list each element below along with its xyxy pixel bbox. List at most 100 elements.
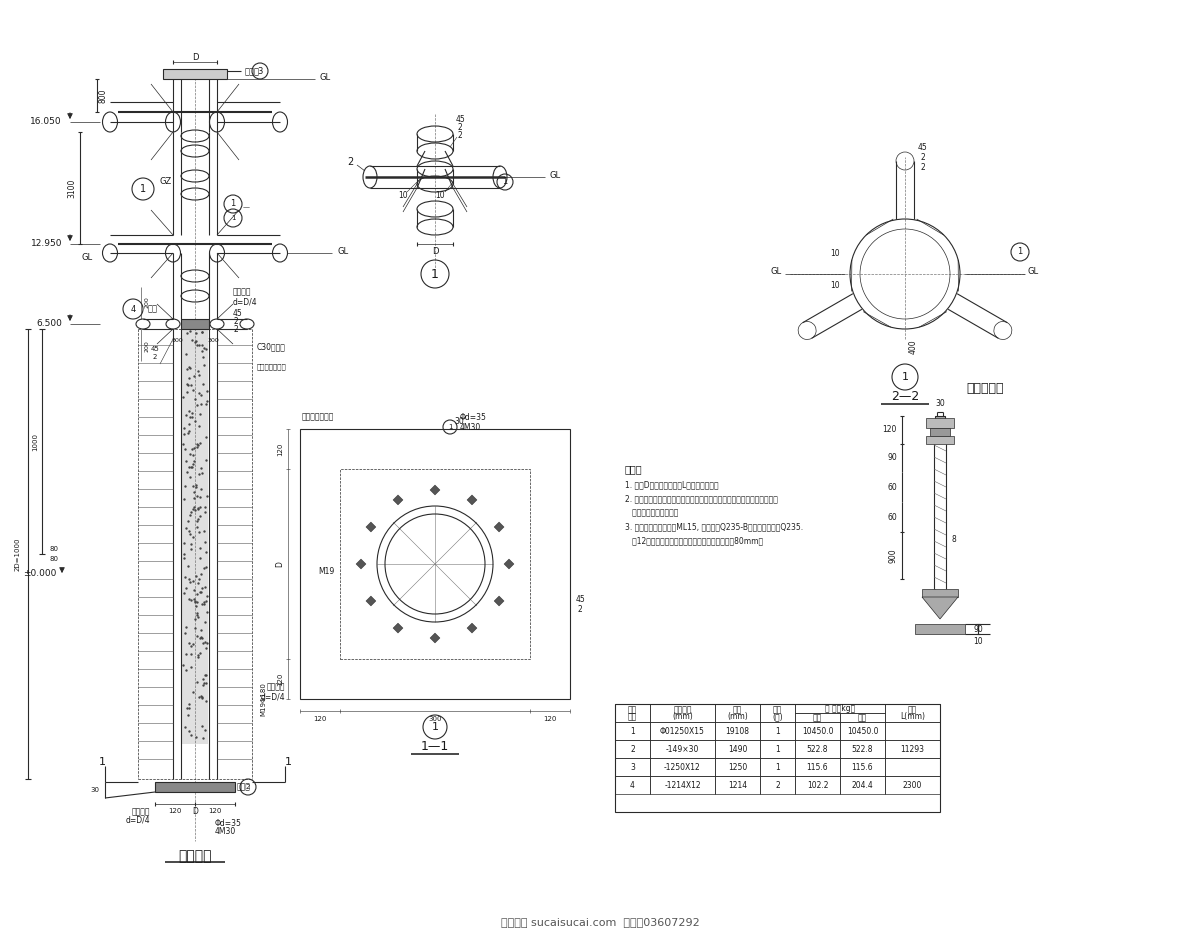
Text: 说明：: 说明： [625,464,643,474]
Text: 80: 80 [50,556,59,562]
Text: 10: 10 [436,191,445,199]
Text: Φd=35: Φd=35 [215,819,242,829]
Text: 120: 120 [209,808,222,814]
Text: 1: 1 [901,372,908,382]
Bar [760,722,796,740]
Text: 10: 10 [398,191,408,199]
Text: 60: 60 [887,482,898,492]
Text: 外包钢筋混凝土: 外包钢筋混凝土 [302,413,335,422]
Text: 120: 120 [313,716,326,722]
Bar [715,758,760,776]
Text: d=D/4: d=D/4 [260,693,286,701]
Text: 1: 1 [98,757,106,767]
Text: 1: 1 [140,184,146,194]
Text: 2: 2 [233,326,238,334]
Text: 4M30: 4M30 [460,423,481,431]
Bar [796,704,886,713]
Bar [916,624,965,634]
Text: 400: 400 [908,340,918,354]
Polygon shape [494,596,504,606]
Text: 120: 120 [883,426,898,434]
Text: 12.950: 12.950 [30,240,62,248]
Text: 2: 2 [246,784,250,790]
Text: 2: 2 [920,162,925,172]
Bar [181,319,209,329]
Bar [760,776,796,794]
Text: 2: 2 [152,354,157,360]
Bar [796,713,840,722]
Text: M19Φ180: M19Φ180 [260,683,266,716]
Text: D: D [276,561,284,567]
Text: 45: 45 [575,595,584,603]
Text: —: — [242,204,250,210]
Text: D: D [192,54,198,62]
Bar [650,722,715,740]
Bar [616,704,650,722]
Bar [155,782,235,792]
Text: d=D/4: d=D/4 [233,297,258,307]
Text: 300: 300 [428,716,442,722]
Text: 115.6: 115.6 [852,763,874,771]
Text: 2: 2 [577,604,582,614]
Text: 3: 3 [630,763,635,771]
Bar [715,776,760,794]
Text: 200: 200 [144,340,150,352]
Text: 120: 120 [168,808,181,814]
Text: 4: 4 [630,781,635,789]
Text: 1490: 1490 [728,745,748,753]
Bar [796,758,840,776]
Text: GL: GL [770,267,782,277]
Text: 30: 30 [90,787,98,793]
Text: 长度: 长度 [733,705,742,715]
Polygon shape [504,559,514,569]
Text: 800: 800 [98,89,108,103]
Bar [300,429,570,699]
Text: L(mm): L(mm) [900,713,925,721]
Text: 1: 1 [230,199,235,209]
Text: 1: 1 [775,763,780,771]
Text: 重 量（kg）: 重 量（kg） [824,704,856,713]
Text: -1250X12: -1250X12 [664,763,701,771]
Text: GL: GL [320,73,331,81]
Text: 素材天下 sucaisucai.com  编号：03607292: 素材天下 sucaisucai.com 编号：03607292 [500,917,700,927]
Bar [935,416,946,424]
Bar [182,329,208,744]
Bar [886,704,940,722]
Text: 2D=1000: 2D=1000 [14,537,22,571]
Text: 300: 300 [172,339,182,344]
Text: 900: 900 [888,548,898,564]
Bar [650,704,715,722]
Bar [796,776,840,794]
Polygon shape [392,623,403,633]
Text: 1: 1 [432,722,438,732]
Bar [796,740,840,758]
Bar [616,776,650,794]
Text: 1250: 1250 [728,763,748,771]
Bar [715,740,760,758]
Bar [840,758,886,776]
Bar [840,722,886,740]
Text: 2—2: 2—2 [890,391,919,403]
Text: d=D/4: d=D/4 [125,816,150,824]
Bar [715,722,760,740]
Bar [886,740,940,758]
Text: 1: 1 [503,177,508,187]
Text: 45: 45 [918,143,928,151]
Text: 中心开孔: 中心开孔 [132,807,150,817]
Text: C30混凝土: C30混凝土 [257,343,286,351]
Polygon shape [430,633,440,643]
Text: 内衬板和安发尾半架。: 内衬板和安发尾半架。 [625,509,678,517]
Text: 2: 2 [233,317,238,327]
Text: 1: 1 [431,267,439,280]
Text: 1: 1 [775,727,780,735]
Bar [650,758,715,776]
Text: 1: 1 [1018,247,1022,257]
Text: 柱底板: 柱底板 [238,783,251,791]
Text: ±0.000: ±0.000 [23,569,56,579]
Bar [886,722,940,740]
Polygon shape [366,522,376,532]
Text: 3. 底座锁柱栅的材料为ML15, 也可采用Q235-B；锚栓的材料为Q235.: 3. 底座锁柱栅的材料为ML15, 也可采用Q235-B；锚栓的材料为Q235. [625,522,803,531]
Text: 1000: 1000 [32,433,38,451]
Bar [886,776,940,794]
Text: 编号: 编号 [628,713,637,721]
